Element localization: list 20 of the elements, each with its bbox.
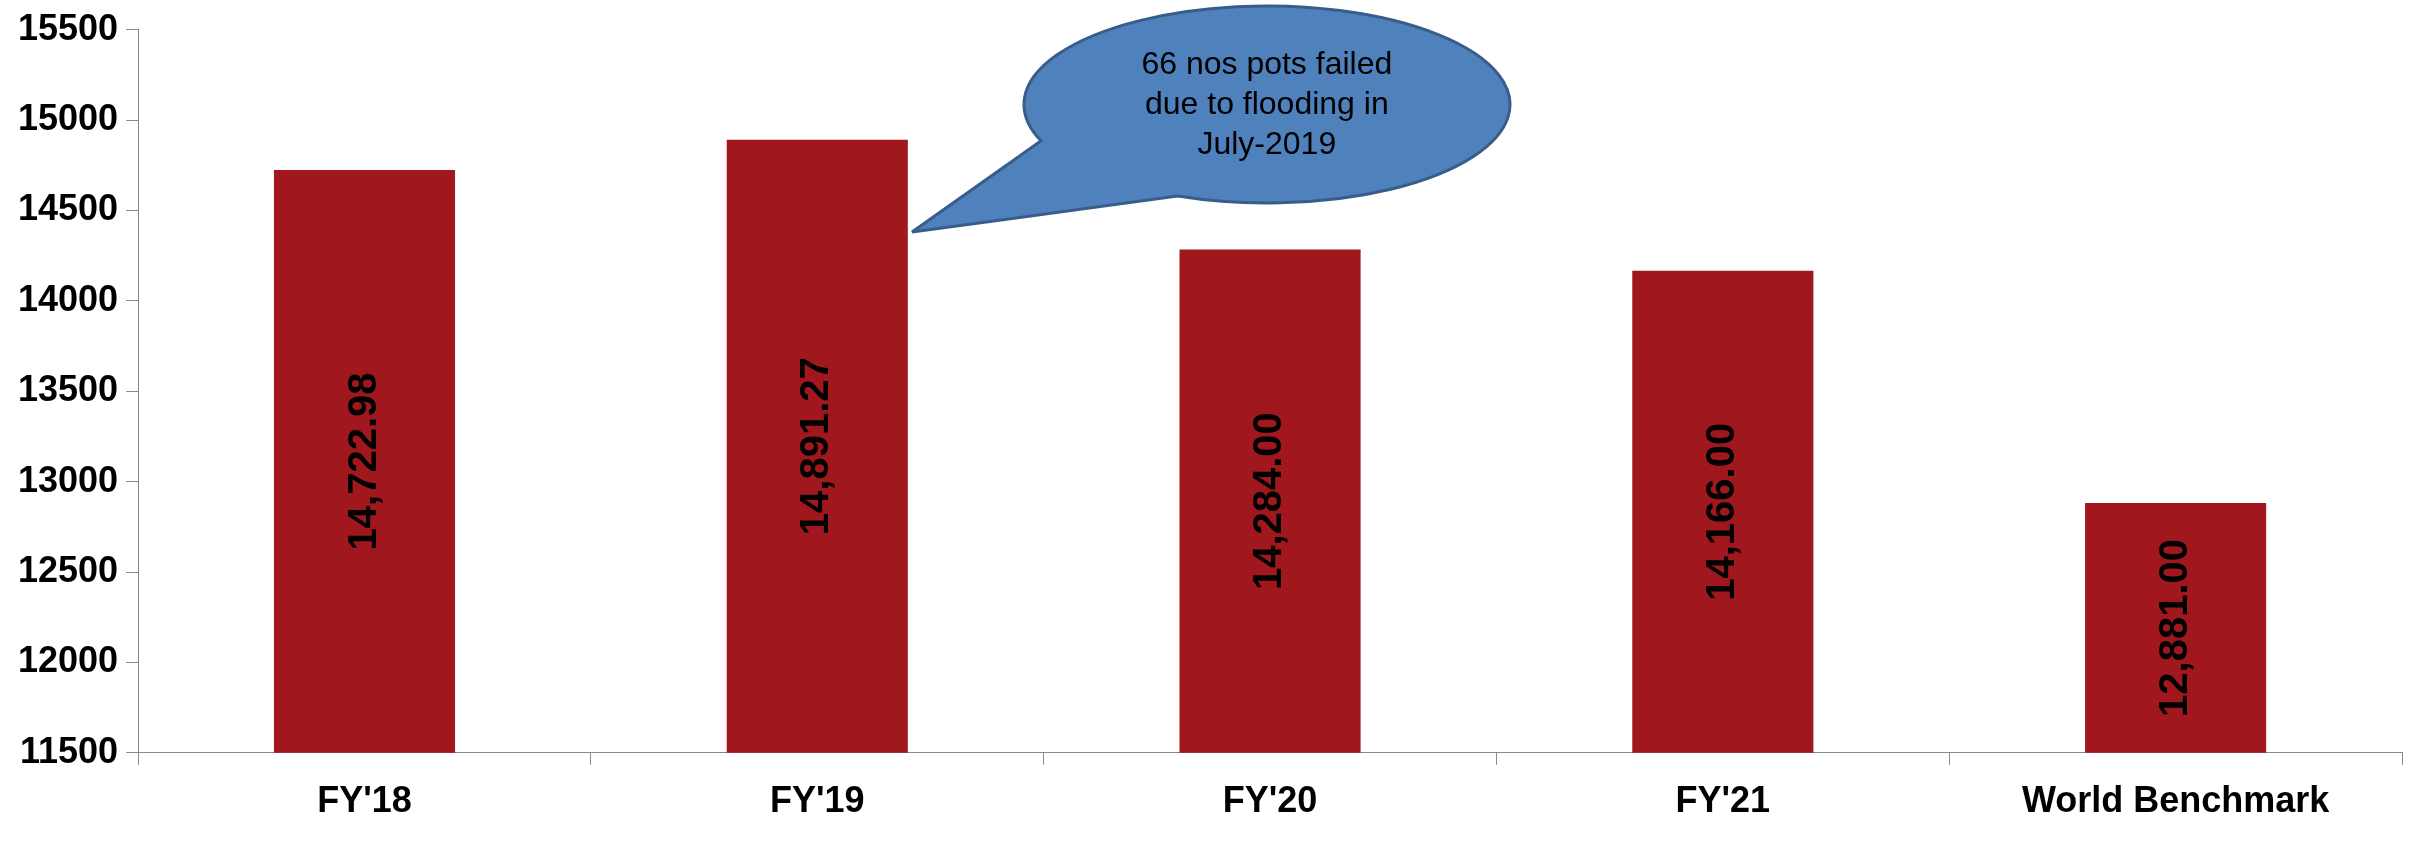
x-tick-label: FY'18 xyxy=(317,779,412,821)
y-tick-label: 13000 xyxy=(18,458,119,500)
data-label: 14,284.00 xyxy=(1245,412,1290,591)
y-tick-label: 15500 xyxy=(18,6,119,48)
data-label: 14,722.98 xyxy=(339,372,384,551)
y-tick-label: 13500 xyxy=(18,368,119,410)
x-tick-label: FY'21 xyxy=(1675,779,1771,821)
y-tick-label: 14000 xyxy=(18,277,119,319)
y-tick-label: 12500 xyxy=(18,548,119,590)
y-tick-label: 12000 xyxy=(18,639,119,681)
data-label: 14,891.27 xyxy=(792,357,837,536)
annotation: 66 nos pots failed due to flooding in July-2019 xyxy=(1140,43,1394,163)
y-tick-label: 11500 xyxy=(19,729,119,771)
data-label: 12,881.00 xyxy=(2150,538,2195,717)
x-tick-label: FY'19 xyxy=(769,779,865,821)
x-tick-label: World Benchmark xyxy=(2021,779,2331,821)
y-tick-label: 15000 xyxy=(18,96,119,138)
y-tick-label: 14500 xyxy=(18,187,119,229)
x-tick-label: FY'20 xyxy=(1222,779,1318,821)
data-label: 14,166.00 xyxy=(1697,422,1742,601)
